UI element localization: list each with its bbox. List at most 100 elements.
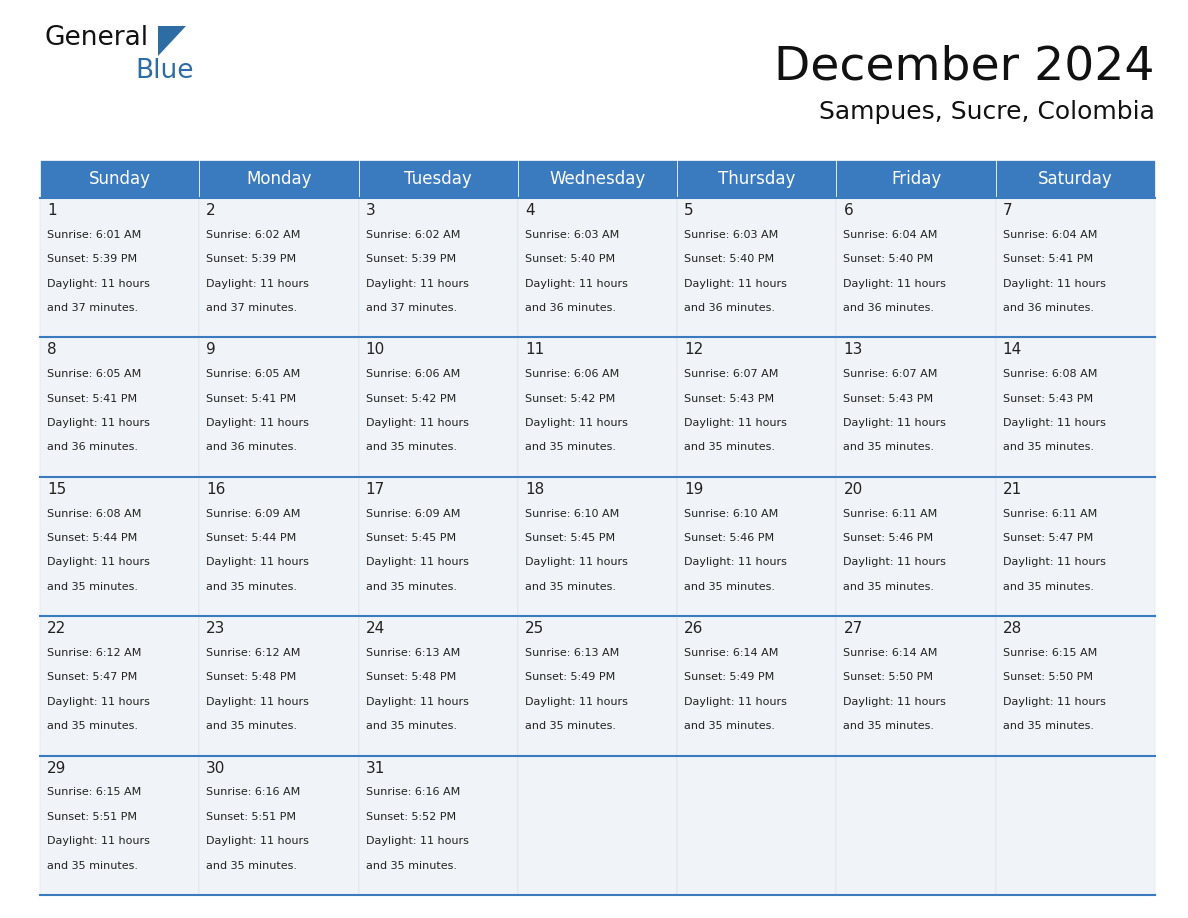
Text: Daylight: 11 hours: Daylight: 11 hours (207, 697, 309, 707)
Text: Daylight: 11 hours: Daylight: 11 hours (525, 557, 627, 567)
Bar (40, 338, 200, 476)
Bar (359, 756, 518, 895)
Text: Daylight: 11 hours: Daylight: 11 hours (843, 279, 947, 288)
Polygon shape (158, 26, 187, 56)
Bar (359, 338, 518, 476)
Text: Daylight: 11 hours: Daylight: 11 hours (1003, 697, 1106, 707)
Text: and 36 minutes.: and 36 minutes. (48, 442, 138, 453)
Text: Sunrise: 6:07 AM: Sunrise: 6:07 AM (843, 369, 937, 379)
Text: Sunrise: 6:02 AM: Sunrise: 6:02 AM (207, 230, 301, 240)
Text: Sunset: 5:42 PM: Sunset: 5:42 PM (366, 394, 456, 404)
Text: and 35 minutes.: and 35 minutes. (684, 582, 775, 592)
Text: 20: 20 (843, 482, 862, 497)
Text: 28: 28 (1003, 621, 1022, 636)
Text: Sunrise: 6:09 AM: Sunrise: 6:09 AM (366, 509, 460, 519)
Bar (677, 160, 836, 198)
Text: Daylight: 11 hours: Daylight: 11 hours (366, 279, 468, 288)
Text: Blue: Blue (135, 58, 194, 84)
Text: Sunset: 5:41 PM: Sunset: 5:41 PM (1003, 254, 1093, 264)
Text: Saturday: Saturday (1038, 170, 1113, 188)
Text: Sunrise: 6:16 AM: Sunrise: 6:16 AM (207, 788, 301, 798)
Text: 11: 11 (525, 342, 544, 357)
Bar (836, 198, 996, 338)
Text: and 35 minutes.: and 35 minutes. (525, 442, 615, 453)
Text: 15: 15 (48, 482, 67, 497)
Text: Sunset: 5:44 PM: Sunset: 5:44 PM (48, 533, 138, 543)
Text: 21: 21 (1003, 482, 1022, 497)
Text: Sunrise: 6:16 AM: Sunrise: 6:16 AM (366, 788, 460, 798)
Text: Sunset: 5:47 PM: Sunset: 5:47 PM (48, 672, 138, 682)
Bar (677, 198, 836, 338)
Text: and 36 minutes.: and 36 minutes. (207, 442, 297, 453)
Text: Sunrise: 6:05 AM: Sunrise: 6:05 AM (48, 369, 141, 379)
Text: Daylight: 11 hours: Daylight: 11 hours (525, 418, 627, 428)
Text: Sunset: 5:50 PM: Sunset: 5:50 PM (1003, 672, 1093, 682)
Text: Sunset: 5:49 PM: Sunset: 5:49 PM (684, 672, 775, 682)
Text: Sunset: 5:47 PM: Sunset: 5:47 PM (1003, 533, 1093, 543)
Text: and 35 minutes.: and 35 minutes. (843, 582, 935, 592)
Text: Daylight: 11 hours: Daylight: 11 hours (843, 418, 947, 428)
Text: 3: 3 (366, 203, 375, 218)
Bar (40, 476, 200, 616)
Text: and 35 minutes.: and 35 minutes. (684, 442, 775, 453)
Text: Sunrise: 6:06 AM: Sunrise: 6:06 AM (366, 369, 460, 379)
Text: Sunset: 5:49 PM: Sunset: 5:49 PM (525, 672, 615, 682)
Text: Sunset: 5:41 PM: Sunset: 5:41 PM (207, 394, 297, 404)
Text: Daylight: 11 hours: Daylight: 11 hours (1003, 279, 1106, 288)
Text: 26: 26 (684, 621, 703, 636)
Text: Sunrise: 6:10 AM: Sunrise: 6:10 AM (684, 509, 778, 519)
Text: Sunset: 5:46 PM: Sunset: 5:46 PM (843, 533, 934, 543)
Text: December 2024: December 2024 (775, 45, 1155, 90)
Text: Sunrise: 6:08 AM: Sunrise: 6:08 AM (48, 509, 141, 519)
Text: Daylight: 11 hours: Daylight: 11 hours (207, 418, 309, 428)
Text: 13: 13 (843, 342, 862, 357)
Text: Sunrise: 6:10 AM: Sunrise: 6:10 AM (525, 509, 619, 519)
Text: and 35 minutes.: and 35 minutes. (366, 582, 456, 592)
Bar (200, 160, 359, 198)
Bar (359, 198, 518, 338)
Bar (40, 198, 200, 338)
Text: Sunrise: 6:13 AM: Sunrise: 6:13 AM (366, 648, 460, 658)
Text: and 35 minutes.: and 35 minutes. (843, 442, 935, 453)
Text: Sunrise: 6:04 AM: Sunrise: 6:04 AM (843, 230, 937, 240)
Text: Daylight: 11 hours: Daylight: 11 hours (525, 279, 627, 288)
Text: and 35 minutes.: and 35 minutes. (1003, 442, 1094, 453)
Bar (40, 756, 200, 895)
Text: Sunset: 5:44 PM: Sunset: 5:44 PM (207, 533, 297, 543)
Text: 7: 7 (1003, 203, 1012, 218)
Text: and 35 minutes.: and 35 minutes. (207, 860, 297, 870)
Text: 5: 5 (684, 203, 694, 218)
Text: 9: 9 (207, 342, 216, 357)
Text: Sunset: 5:50 PM: Sunset: 5:50 PM (843, 672, 934, 682)
Text: 27: 27 (843, 621, 862, 636)
Text: 10: 10 (366, 342, 385, 357)
Bar (996, 160, 1155, 198)
Text: Sunset: 5:41 PM: Sunset: 5:41 PM (48, 394, 137, 404)
Bar (359, 160, 518, 198)
Text: Sunrise: 6:04 AM: Sunrise: 6:04 AM (1003, 230, 1097, 240)
Bar (518, 198, 677, 338)
Text: and 35 minutes.: and 35 minutes. (366, 860, 456, 870)
Text: 14: 14 (1003, 342, 1022, 357)
Text: Sunrise: 6:14 AM: Sunrise: 6:14 AM (843, 648, 937, 658)
Text: Sunset: 5:45 PM: Sunset: 5:45 PM (525, 533, 615, 543)
Text: 22: 22 (48, 621, 67, 636)
Text: Sunset: 5:40 PM: Sunset: 5:40 PM (684, 254, 775, 264)
Text: Sunset: 5:42 PM: Sunset: 5:42 PM (525, 394, 615, 404)
Text: and 35 minutes.: and 35 minutes. (1003, 722, 1094, 732)
Text: Sunrise: 6:06 AM: Sunrise: 6:06 AM (525, 369, 619, 379)
Bar (359, 476, 518, 616)
Text: Sunrise: 6:15 AM: Sunrise: 6:15 AM (48, 788, 141, 798)
Text: 24: 24 (366, 621, 385, 636)
Bar (677, 338, 836, 476)
Text: 31: 31 (366, 761, 385, 776)
Text: and 35 minutes.: and 35 minutes. (207, 582, 297, 592)
Text: Sunrise: 6:01 AM: Sunrise: 6:01 AM (48, 230, 141, 240)
Text: Sunset: 5:51 PM: Sunset: 5:51 PM (48, 812, 137, 822)
Text: and 35 minutes.: and 35 minutes. (1003, 582, 1094, 592)
Text: Daylight: 11 hours: Daylight: 11 hours (525, 697, 627, 707)
Bar (836, 756, 996, 895)
Bar (200, 476, 359, 616)
Text: and 35 minutes.: and 35 minutes. (48, 582, 138, 592)
Text: Sunset: 5:39 PM: Sunset: 5:39 PM (366, 254, 456, 264)
